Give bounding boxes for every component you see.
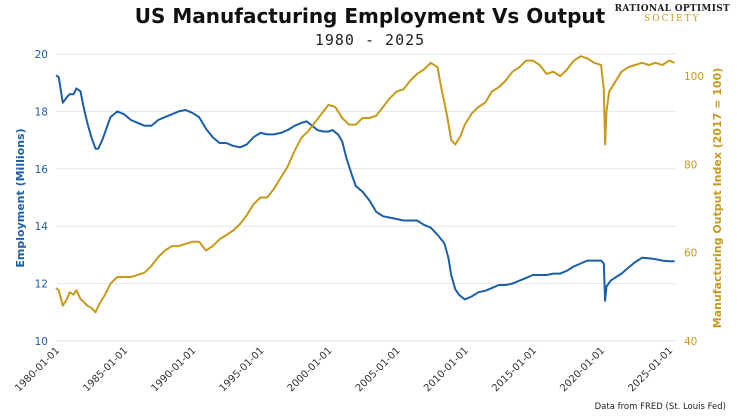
x-tick-label: 1990-01-01 <box>150 345 199 394</box>
grid-layer <box>56 53 676 342</box>
y-left-tick-label: 10 <box>35 336 48 348</box>
y-left-tick-label: 16 <box>35 164 49 176</box>
source-note: Data from FRED (St. Louis Fed) <box>594 402 726 412</box>
x-tick-label: 1995-01-01 <box>218 345 267 394</box>
x-tick-label: 1980-01-01 <box>13 345 62 394</box>
logo: RATIONAL OPTIMIST SOCIETY <box>615 4 730 24</box>
chart-subtitle: 1980 - 2025 <box>314 31 426 49</box>
series-layer <box>55 55 675 314</box>
x-tick-label: 2020-01-01 <box>558 345 607 394</box>
logo-line1: RATIONAL OPTIMIST <box>614 4 730 14</box>
y-axis-left-label: Employment (Millions) <box>14 128 27 267</box>
axis-layer: 10 12 14 16 18 20 40 60 80 100 1980-01-01 1985-01-0… <box>13 49 704 394</box>
x-tick-label: 2015-01-01 <box>490 345 539 394</box>
y-right-tick-label: 60 <box>684 248 697 260</box>
y-right-tick-label: 40 <box>684 336 697 348</box>
y-right-tick-label: 100 <box>684 71 704 83</box>
y-left-tick-label: 12 <box>35 279 48 291</box>
x-tick-label: 2025-01-01 <box>626 345 675 394</box>
chart-title: US Manufacturing Employment Vs Output <box>134 4 606 28</box>
y-left-tick-label: 18 <box>35 106 48 118</box>
y-right-tick-label: 80 <box>684 159 697 171</box>
x-tick-label: 2010-01-01 <box>422 345 471 394</box>
series-line-output <box>55 55 675 314</box>
logo-line2: SOCIETY <box>644 14 701 24</box>
y-left-tick-label: 20 <box>35 49 48 61</box>
series-line-employment <box>55 74 675 302</box>
y-axis-right-label: Manufacturing Output Index (2017 = 100) <box>711 68 724 329</box>
y-left-tick-label: 14 <box>35 221 49 233</box>
x-tick-label: 1985-01-01 <box>81 345 130 394</box>
x-tick-label: 2005-01-01 <box>354 345 403 394</box>
x-tick-label: 2000-01-01 <box>286 345 335 394</box>
